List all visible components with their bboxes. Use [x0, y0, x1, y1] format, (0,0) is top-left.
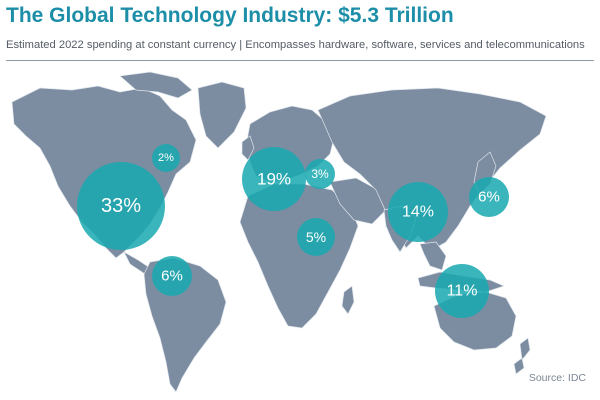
land-canadian-arctic	[119, 71, 193, 99]
bubble-label: 19%	[257, 170, 291, 189]
bubble-circle	[242, 147, 306, 211]
bubble-label: 5%	[306, 229, 326, 245]
bubble-label: 6%	[478, 189, 500, 206]
land-uk	[241, 135, 255, 161]
divider	[6, 60, 594, 61]
bubble-label: 14%	[402, 204, 434, 221]
bubble-central-eastern-europe: 3%	[305, 159, 335, 189]
bubble-china: 14%	[388, 182, 448, 242]
bubble-japan: 6%	[469, 177, 509, 217]
page-subtitle: Estimated 2022 spending at constant curr…	[6, 39, 585, 51]
land-southeast-asia	[419, 241, 447, 271]
land-asia	[317, 87, 547, 251]
bubble-middle-east-africa: 5%	[297, 218, 335, 256]
bubble-circle	[77, 162, 165, 250]
world-map: 33% 2% 6% 19% 3% 5% 14% 6% 11%	[11, 71, 547, 393]
land-africa	[239, 183, 359, 329]
bubble-circle	[388, 182, 448, 242]
bubble-canada: 2%	[152, 144, 180, 172]
bubble-label: 33%	[101, 195, 141, 217]
bubble-circle	[297, 218, 335, 256]
bubble-asia-pacific: 11%	[435, 264, 489, 318]
land-greenland	[197, 81, 247, 149]
bubble-latin-america: 6%	[152, 256, 192, 296]
source-note: Source: IDC	[528, 372, 586, 384]
bubble-label: 3%	[311, 167, 329, 181]
land-middle-east	[329, 177, 387, 225]
land-new-zealand	[513, 337, 531, 375]
bubble-western-europe: 19%	[242, 147, 306, 211]
bubble-label: 2%	[158, 152, 174, 164]
bubble-circle	[469, 177, 509, 217]
bubble-label: 11%	[447, 283, 478, 300]
bubble-label: 6%	[161, 268, 183, 285]
bubble-north-america: 33%	[77, 162, 165, 250]
bubble-circle	[435, 264, 489, 318]
bubble-circle	[152, 144, 180, 172]
page-title: The Global Technology Industry: $5.3 Tri…	[6, 4, 454, 27]
bubble-circle	[305, 159, 335, 189]
bubble-layer: 33% 2% 6% 19% 3% 5% 14% 6% 11%	[77, 144, 509, 318]
bubble-circle	[152, 256, 192, 296]
land-madagascar	[341, 285, 355, 315]
